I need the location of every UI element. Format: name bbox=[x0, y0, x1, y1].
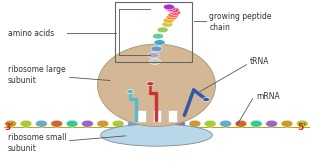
Circle shape bbox=[162, 21, 173, 27]
Circle shape bbox=[203, 98, 210, 101]
Circle shape bbox=[163, 18, 174, 23]
Circle shape bbox=[157, 27, 168, 33]
Circle shape bbox=[165, 6, 176, 11]
Ellipse shape bbox=[35, 120, 47, 127]
Ellipse shape bbox=[250, 120, 262, 127]
Ellipse shape bbox=[143, 120, 155, 127]
Ellipse shape bbox=[128, 120, 139, 127]
Text: ribosome small
subunit: ribosome small subunit bbox=[8, 133, 66, 153]
Circle shape bbox=[167, 14, 177, 20]
Circle shape bbox=[148, 52, 159, 58]
Ellipse shape bbox=[235, 120, 247, 127]
Ellipse shape bbox=[98, 44, 215, 126]
Bar bbox=[137, 110, 146, 122]
Ellipse shape bbox=[82, 120, 93, 127]
Ellipse shape bbox=[101, 124, 212, 146]
Circle shape bbox=[146, 82, 154, 85]
Ellipse shape bbox=[97, 120, 109, 127]
Ellipse shape bbox=[220, 120, 231, 127]
Ellipse shape bbox=[296, 120, 308, 127]
Circle shape bbox=[126, 90, 134, 94]
Ellipse shape bbox=[189, 120, 201, 127]
Ellipse shape bbox=[51, 120, 63, 127]
Circle shape bbox=[170, 10, 181, 15]
Text: tRNA: tRNA bbox=[249, 57, 269, 66]
Ellipse shape bbox=[20, 120, 32, 127]
Text: ribosome large
subunit: ribosome large subunit bbox=[8, 65, 65, 85]
Ellipse shape bbox=[266, 120, 278, 127]
Text: growing peptide
chain: growing peptide chain bbox=[209, 12, 272, 32]
Circle shape bbox=[154, 40, 165, 45]
Circle shape bbox=[151, 46, 162, 52]
Bar bbox=[153, 110, 162, 122]
Circle shape bbox=[168, 12, 179, 18]
Ellipse shape bbox=[5, 120, 17, 127]
Ellipse shape bbox=[112, 120, 124, 127]
Ellipse shape bbox=[281, 120, 293, 127]
Text: mRNA: mRNA bbox=[256, 92, 280, 101]
Circle shape bbox=[168, 7, 179, 13]
Text: 5': 5' bbox=[298, 123, 307, 132]
Text: 3': 3' bbox=[4, 123, 13, 132]
Circle shape bbox=[163, 4, 174, 10]
Circle shape bbox=[152, 33, 164, 39]
Text: amino acids: amino acids bbox=[8, 28, 54, 38]
Circle shape bbox=[149, 59, 161, 64]
Ellipse shape bbox=[204, 120, 216, 127]
Ellipse shape bbox=[66, 120, 78, 127]
Ellipse shape bbox=[158, 120, 170, 127]
Bar bbox=[168, 110, 177, 122]
Ellipse shape bbox=[174, 120, 185, 127]
